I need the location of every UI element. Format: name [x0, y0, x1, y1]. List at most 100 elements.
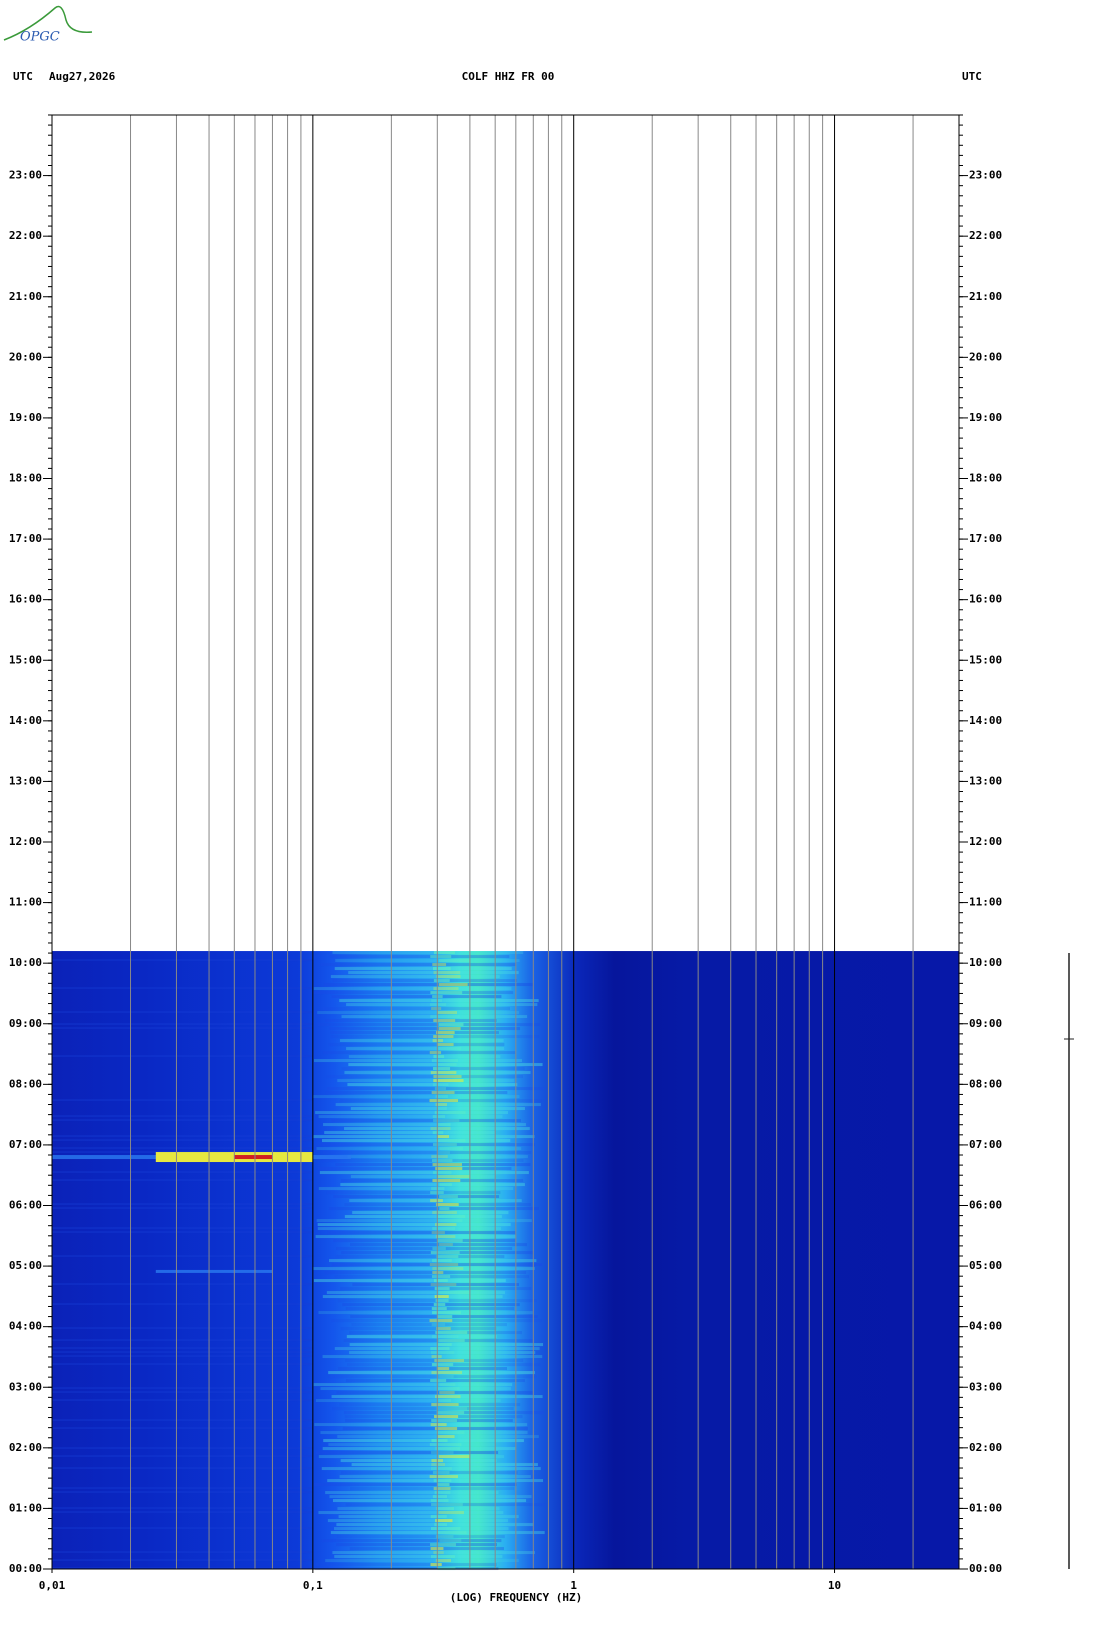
y-tick-label: 12:00 [9, 835, 42, 848]
noise-streak [52, 987, 313, 990]
noise-streak [339, 999, 539, 1003]
noise-streak [430, 1543, 456, 1547]
noise-streak [340, 1179, 524, 1183]
y-tick-label: 03:00 [9, 1380, 42, 1393]
noise-streak [432, 963, 447, 967]
noise-streak [325, 1559, 519, 1563]
noise-streak [350, 1243, 528, 1247]
noise-streak [435, 1167, 463, 1171]
noise-streak [323, 1439, 524, 1443]
noise-streak [434, 1427, 458, 1431]
noise-streak [435, 1299, 449, 1303]
y-tick-label-right: 14:00 [969, 714, 1002, 727]
noise-streak [322, 1447, 517, 1451]
y-tick-label: 13:00 [9, 774, 42, 787]
date: Aug27,2026 [49, 70, 116, 83]
noise-streak [347, 1083, 518, 1087]
noise-streak [336, 1543, 497, 1547]
noise-streak [314, 1423, 528, 1427]
noise-streak [351, 1463, 538, 1467]
noise-streak [436, 1255, 459, 1259]
noise-streak [313, 1267, 535, 1271]
noise-streak [430, 991, 463, 995]
noise-streak [52, 1139, 313, 1142]
noise-streak [429, 1475, 459, 1479]
noise-streak [320, 963, 517, 967]
y-tick-label: 18:00 [9, 472, 42, 485]
noise-streak [349, 1351, 536, 1355]
y-tick-label: 05:00 [9, 1259, 42, 1272]
noise-streak [432, 1247, 446, 1251]
noise-streak [52, 959, 313, 962]
y-tick-label-right: 06:00 [969, 1199, 1002, 1212]
noise-streak [348, 971, 519, 975]
y-tick-label-right: 03:00 [969, 1380, 1002, 1393]
x-tick-label: 0,1 [303, 1579, 323, 1592]
noise-streak [345, 1359, 524, 1363]
noise-streak [432, 1179, 461, 1183]
noise-streak [430, 955, 452, 959]
noise-streak [433, 967, 451, 971]
y-tick-label: 09:00 [9, 1017, 42, 1030]
y-tick-label-right: 20:00 [969, 350, 1002, 363]
noise-streak [316, 1219, 532, 1223]
noise-streak [433, 1035, 454, 1039]
noise-streak [52, 1179, 313, 1182]
noise-streak [52, 1427, 313, 1430]
noise-streak [430, 1071, 457, 1075]
noise-streak [431, 1439, 448, 1443]
noise-streak [327, 1519, 509, 1523]
noise-streak [318, 1455, 505, 1459]
noise-streak [431, 1231, 445, 1235]
noise-streak [323, 1123, 526, 1127]
noise-streak [52, 1055, 313, 1058]
noise-streak [318, 1167, 512, 1171]
noise-streak [318, 1311, 533, 1315]
noise-streak [433, 1019, 456, 1023]
noise-streak [438, 1375, 454, 1379]
y-tick-label: 04:00 [9, 1320, 42, 1333]
noise-streak [436, 1203, 459, 1207]
noise-streak [52, 1171, 313, 1174]
noise-streak [352, 1283, 520, 1287]
noise-streak [316, 1451, 499, 1455]
noise-streak [313, 1383, 513, 1387]
noise-streak [316, 1147, 522, 1151]
noise-streak [324, 1131, 496, 1135]
noise-streak [337, 1507, 500, 1511]
noise-streak [435, 1103, 448, 1107]
y-tick-label-right: 12:00 [969, 835, 1002, 848]
noise-streak [437, 1315, 453, 1319]
noise-streak [430, 1515, 447, 1519]
noise-streak [439, 1195, 458, 1199]
noise-streak [346, 1003, 538, 1007]
y-tick-label: 01:00 [9, 1501, 42, 1514]
noise-streak [326, 1087, 545, 1091]
noise-streak [327, 1375, 537, 1379]
noise-streak [434, 1359, 465, 1363]
noise-streak [336, 1523, 534, 1527]
noise-streak [432, 1311, 462, 1315]
noise-streak [341, 1471, 518, 1475]
y-tick-label-right: 08:00 [969, 1077, 1002, 1090]
noise-streak [436, 1407, 467, 1411]
noise-streak [319, 1171, 529, 1175]
noise-streak [437, 1239, 463, 1243]
noise-streak [438, 983, 468, 987]
noise-streak [438, 1047, 461, 1051]
noise-streak [429, 1051, 442, 1055]
noise-streak [430, 1283, 457, 1287]
noise-streak [52, 1023, 313, 1026]
x-tick-label: 10 [828, 1579, 841, 1592]
noise-streak [322, 1295, 503, 1299]
noise-streak [322, 1007, 510, 1011]
noise-streak [317, 1223, 511, 1227]
noise-streak [315, 1111, 509, 1115]
noise-streak [434, 1087, 447, 1091]
noise-streak [434, 1111, 466, 1115]
noise-streak [52, 1447, 313, 1450]
noise-streak [346, 1335, 497, 1339]
y-tick-label: 06:00 [9, 1199, 42, 1212]
noise-streak [437, 1483, 450, 1487]
